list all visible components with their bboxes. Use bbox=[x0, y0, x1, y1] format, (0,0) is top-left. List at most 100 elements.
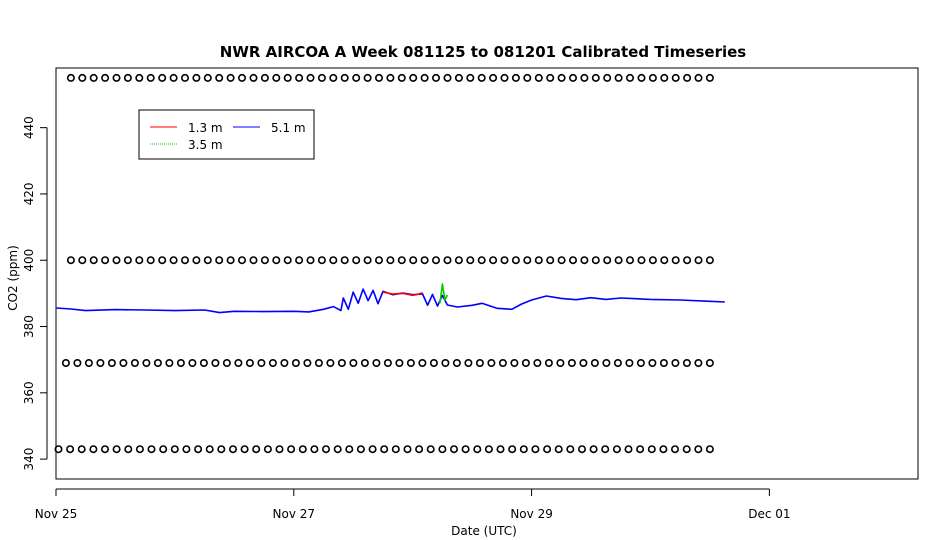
ref-point-455-53 bbox=[671, 73, 680, 82]
ref-point-455-42 bbox=[546, 73, 555, 82]
ref-point-400-25 bbox=[352, 256, 361, 265]
ref-point-455-29 bbox=[397, 73, 406, 82]
ref-point-369-56 bbox=[705, 358, 714, 367]
ref-point-369-17 bbox=[257, 358, 266, 367]
ref-point-343-46 bbox=[589, 445, 598, 454]
ref-point-455-48 bbox=[614, 73, 623, 82]
ref-point-400-54 bbox=[683, 256, 692, 265]
ref-point-343-47 bbox=[601, 445, 610, 454]
x-tick-label-dec-01: Dec 01 bbox=[748, 507, 790, 521]
ref-point-455-17 bbox=[260, 73, 269, 82]
ref-point-369-42 bbox=[544, 358, 553, 367]
ref-point-343-4 bbox=[101, 445, 110, 454]
ref-point-343-45 bbox=[577, 445, 586, 454]
series-line-1-3-m bbox=[382, 291, 423, 297]
ref-point-400-38 bbox=[500, 256, 509, 265]
ref-point-369-26 bbox=[360, 358, 369, 367]
ref-point-369-27 bbox=[372, 358, 381, 367]
ref-point-343-35 bbox=[461, 445, 470, 454]
ref-point-369-9 bbox=[165, 358, 174, 367]
ref-point-369-5 bbox=[119, 358, 128, 367]
ref-point-369-32 bbox=[429, 358, 438, 367]
ref-point-455-36 bbox=[477, 73, 486, 82]
ref-point-400-37 bbox=[489, 256, 498, 265]
ref-point-400-55 bbox=[694, 256, 703, 265]
ref-point-343-25 bbox=[345, 445, 354, 454]
ref-point-369-37 bbox=[487, 358, 496, 367]
y-tick-label-360: 360 bbox=[22, 381, 36, 404]
ref-point-343-9 bbox=[159, 445, 168, 454]
ref-point-343-56 bbox=[705, 445, 714, 454]
ref-point-455-8 bbox=[158, 73, 167, 82]
ref-point-400-0 bbox=[66, 256, 75, 265]
ref-point-343-13 bbox=[205, 445, 214, 454]
ref-point-343-14 bbox=[217, 445, 226, 454]
ref-point-343-11 bbox=[182, 445, 191, 454]
ref-point-343-17 bbox=[252, 445, 261, 454]
ref-point-369-25 bbox=[349, 358, 358, 367]
ref-point-369-43 bbox=[556, 358, 565, 367]
ref-point-455-22 bbox=[317, 73, 326, 82]
ref-point-455-51 bbox=[648, 73, 657, 82]
ref-point-455-19 bbox=[283, 73, 292, 82]
legend-label-5-1m: 5.1 m bbox=[271, 121, 306, 135]
ref-point-455-56 bbox=[705, 73, 714, 82]
ref-point-455-25 bbox=[352, 73, 361, 82]
ref-point-400-23 bbox=[329, 256, 338, 265]
ref-point-455-12 bbox=[203, 73, 212, 82]
ref-point-400-34 bbox=[454, 256, 463, 265]
ref-point-343-24 bbox=[333, 445, 342, 454]
ref-point-400-22 bbox=[317, 256, 326, 265]
ref-point-400-39 bbox=[511, 256, 520, 265]
ref-point-369-39 bbox=[510, 358, 519, 367]
ref-point-400-31 bbox=[420, 256, 429, 265]
ref-point-400-21 bbox=[306, 256, 315, 265]
ref-point-343-32 bbox=[426, 445, 435, 454]
ref-point-343-36 bbox=[473, 445, 482, 454]
ref-point-343-49 bbox=[624, 445, 633, 454]
ref-point-369-2 bbox=[84, 358, 93, 367]
ref-point-400-42 bbox=[546, 256, 555, 265]
ref-point-400-19 bbox=[283, 256, 292, 265]
ref-point-400-48 bbox=[614, 256, 623, 265]
ref-point-343-23 bbox=[321, 445, 330, 454]
ref-point-369-45 bbox=[579, 358, 588, 367]
ref-point-369-34 bbox=[452, 358, 461, 367]
ref-point-343-52 bbox=[659, 445, 668, 454]
ref-point-369-1 bbox=[73, 358, 82, 367]
ref-point-400-28 bbox=[386, 256, 395, 265]
ref-point-343-50 bbox=[636, 445, 645, 454]
ref-point-400-1 bbox=[78, 256, 87, 265]
series-lines bbox=[55, 283, 725, 314]
ref-point-455-39 bbox=[511, 73, 520, 82]
ref-point-369-12 bbox=[199, 358, 208, 367]
ref-point-369-53 bbox=[671, 358, 680, 367]
ref-point-455-47 bbox=[603, 73, 612, 82]
ref-point-369-0 bbox=[61, 358, 70, 367]
ref-point-369-11 bbox=[188, 358, 197, 367]
ref-point-400-16 bbox=[249, 256, 258, 265]
ref-point-455-2 bbox=[89, 73, 98, 82]
ref-point-400-53 bbox=[671, 256, 680, 265]
legend-label-3-5m: 3.5 m bbox=[188, 138, 223, 152]
ref-point-343-51 bbox=[647, 445, 656, 454]
ref-point-400-43 bbox=[557, 256, 566, 265]
ref-point-455-28 bbox=[386, 73, 395, 82]
ref-point-369-22 bbox=[314, 358, 323, 367]
ref-point-369-35 bbox=[464, 358, 473, 367]
ref-point-400-56 bbox=[705, 256, 714, 265]
ref-point-369-28 bbox=[383, 358, 392, 367]
x-axis: Nov 25 Nov 27 Nov 29 Dec 01 bbox=[35, 488, 791, 521]
ref-point-455-11 bbox=[192, 73, 201, 82]
ref-point-400-27 bbox=[374, 256, 383, 265]
ref-point-343-30 bbox=[403, 445, 412, 454]
ref-point-369-52 bbox=[659, 358, 668, 367]
ref-point-343-6 bbox=[124, 445, 133, 454]
ref-point-400-7 bbox=[146, 256, 155, 265]
y-tick-label-440: 440 bbox=[22, 116, 36, 139]
ref-point-343-54 bbox=[682, 445, 691, 454]
ref-point-369-13 bbox=[211, 358, 220, 367]
ref-point-400-29 bbox=[397, 256, 406, 265]
ref-point-400-44 bbox=[568, 256, 577, 265]
ref-point-400-35 bbox=[466, 256, 475, 265]
